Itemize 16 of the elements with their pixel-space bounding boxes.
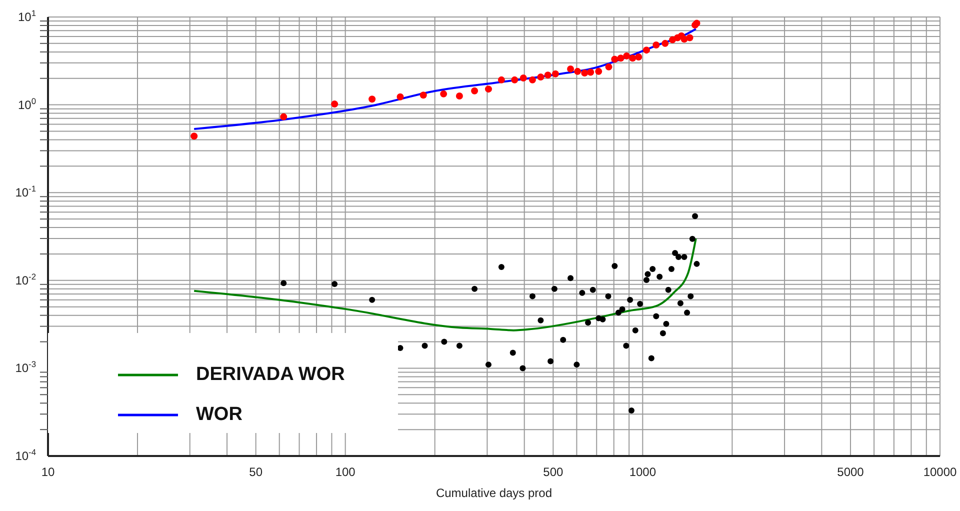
legend-label: WOR — [196, 404, 242, 426]
legend-label: DERIVADA WOR — [196, 364, 345, 386]
y-tick-label: 10$^{-3}$ — [15, 359, 36, 376]
y-tick-label: 10$^{-4}$ — [15, 447, 36, 463]
x-tick-label: 100 — [335, 465, 356, 479]
x-tick-label: 1000 — [629, 465, 656, 479]
x-tick-label: 50 — [249, 465, 263, 479]
x-axis-title: Cumulative days prod — [436, 486, 552, 500]
y-tick-label: 10$^{1}$ — [18, 8, 36, 24]
x-tick-label: 10 — [41, 465, 55, 479]
x-tick-label: 5000 — [837, 465, 864, 479]
y-tick-label: 10$^{-2}$ — [15, 271, 36, 288]
x-tick-label: 500 — [543, 465, 564, 479]
y-tick-label: 10$^{0}$ — [18, 96, 36, 112]
y-tick-label: 10$^{-1}$ — [15, 184, 36, 200]
x-tick-label: 10000 — [923, 465, 958, 479]
